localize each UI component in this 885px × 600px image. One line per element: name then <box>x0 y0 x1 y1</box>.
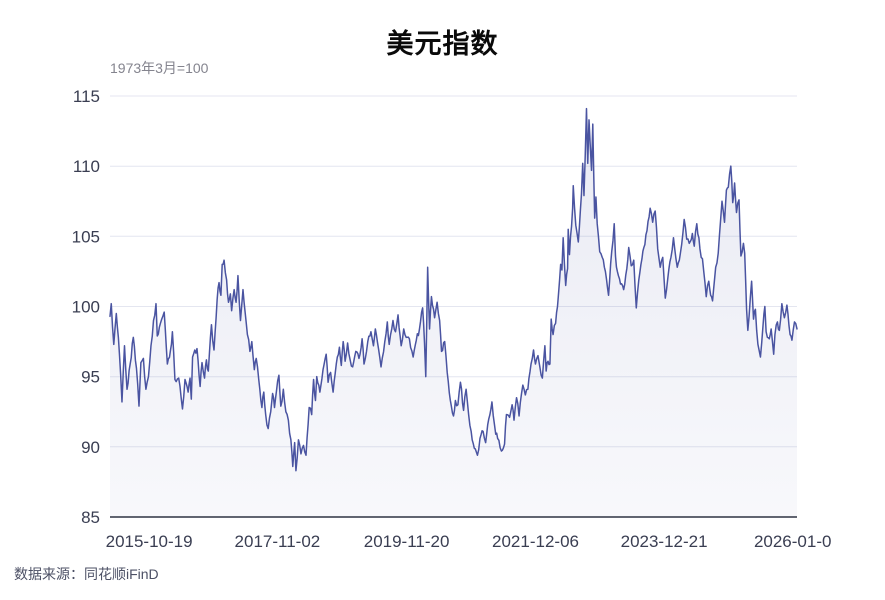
dollar-index-area <box>110 108 797 517</box>
x-axis-tick-label: 2021-12-06 <box>492 532 579 551</box>
y-axis-tick-label: 105 <box>72 227 100 246</box>
y-axis-tick-label: 90 <box>81 438 100 457</box>
y-axis-tick-label: 95 <box>81 368 100 387</box>
x-axis-tick-label: 2017-11-02 <box>235 532 321 551</box>
x-axis-tick-label: 2015-10-19 <box>106 532 193 551</box>
y-axis-tick-label: 85 <box>81 508 100 527</box>
chart-title: 美元指数 <box>386 29 499 59</box>
x-axis-tick-label: 2026-01-0 <box>754 532 832 551</box>
data-source-note: 数据来源：同花顺iFinD <box>14 566 159 582</box>
y-axis-tick-label: 110 <box>73 157 100 176</box>
dollar-index-line <box>109 107 798 472</box>
chart-subtitle: 1973年3月=100 <box>110 60 209 76</box>
y-axis-tick-label: 100 <box>72 298 100 317</box>
x-axis-tick-label: 2019-11-20 <box>364 532 450 551</box>
y-axis-tick-label: 115 <box>73 87 100 106</box>
x-axis-tick-label: 2023-12-21 <box>621 532 708 551</box>
